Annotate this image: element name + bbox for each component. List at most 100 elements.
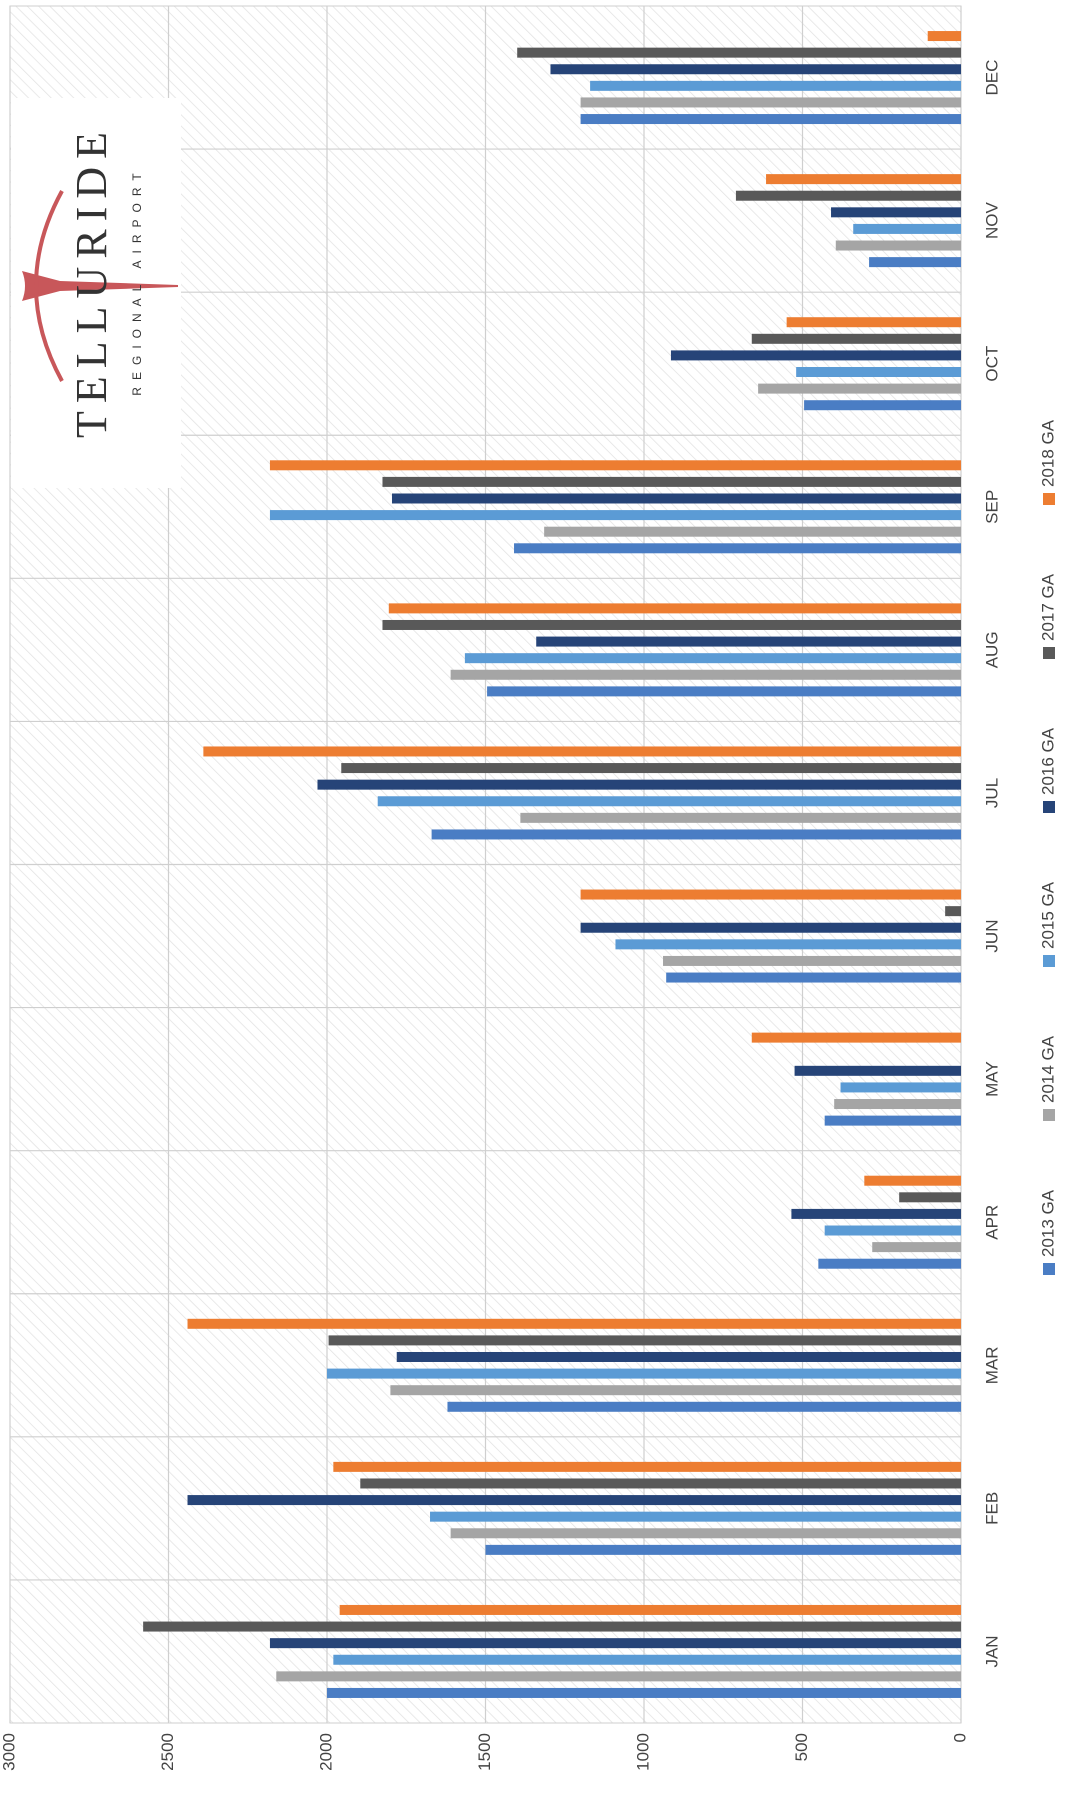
logo-box [11,98,181,488]
legend-swatch [1043,493,1055,505]
bar [203,746,961,757]
bar [520,812,961,823]
bar [517,47,961,58]
x-tick-label: NOV [982,202,1001,240]
bar [735,190,961,201]
legend-label: 2014 GA [1038,1035,1057,1103]
x-tick-label: SEP [982,490,1001,524]
x-tick-label: JUL [982,778,1001,808]
legend-label: 2016 GA [1038,727,1057,795]
bar [382,619,962,630]
bar [377,796,962,807]
bar [818,1258,961,1269]
bar [869,257,962,268]
logo: TELLURIDE REGIONAL AIRPORT [11,98,181,488]
bar [824,1115,961,1126]
bar [615,939,961,950]
bar [872,1242,961,1253]
bar [804,400,962,411]
legend-label: 2017 GA [1038,573,1057,641]
bar [766,174,961,185]
bar [590,80,961,91]
bar [485,1544,961,1555]
bar [391,493,961,504]
logo-arc [34,190,64,382]
bar [382,476,962,487]
y-tick-label: 0 [950,1733,969,1742]
bar [317,779,961,790]
bar [333,1461,961,1472]
legend-swatch [1043,1263,1055,1275]
rotated-chart: TELLURIDE REGIONAL AIRPORT 0 500 1000 1500 2… [0,5,1057,1771]
bar [834,1099,962,1110]
bar [580,889,961,900]
bar [580,97,961,108]
bar [187,1318,961,1329]
bar [514,543,962,554]
bar [450,669,961,680]
bar [663,955,962,966]
legend-label: 2018 GA [1038,419,1057,487]
bar [487,686,961,697]
bar [550,64,961,75]
bar [794,1065,962,1076]
x-tick-label: OCT [982,346,1001,382]
logo-tower [22,271,178,301]
bar [853,223,961,234]
bar [945,906,962,917]
x-tick-label: MAR [982,1346,1001,1384]
bar [835,240,961,251]
bar [899,1192,961,1203]
legend-label: 2013 GA [1038,1189,1057,1257]
bar [666,972,961,983]
bar [341,763,961,774]
bar [269,1638,961,1649]
legend-swatch [1043,647,1055,659]
bar [751,333,962,344]
y-tick-label: 1500 [475,1733,494,1771]
y-tick-label: 3000 [0,1733,18,1771]
bar [430,1511,961,1522]
bar [751,1032,962,1043]
y-tick-label: 1000 [633,1733,652,1771]
bar [864,1175,961,1186]
legend-swatch [1043,1109,1055,1121]
x-tick-label: APR [982,1205,1001,1240]
bar [339,1604,961,1615]
bar [431,829,961,840]
bar [269,460,961,471]
x-tick-label: MAY [982,1061,1001,1097]
bar [328,1335,961,1346]
bar [791,1208,962,1219]
bar [269,510,961,521]
bar [758,383,961,394]
bar [390,1385,961,1396]
legend-swatch [1043,955,1055,967]
bar [327,1368,961,1379]
bar [831,207,962,218]
bar [360,1478,962,1489]
x-tick-label: FEB [982,1492,1001,1525]
bar [824,1225,961,1236]
bar [327,1687,961,1698]
bar [786,317,962,328]
bar [536,636,961,647]
bar [447,1401,961,1412]
bar [333,1654,961,1665]
x-tick-label: DEC [982,60,1001,96]
y-tick-label: 500 [792,1733,811,1761]
x-tick-label: JAN [982,1635,1001,1667]
bar [396,1351,961,1362]
logo-title: TELLURIDE [67,124,116,438]
bar [580,922,961,933]
bar [464,653,961,664]
y-tick-label: 2000 [316,1733,335,1771]
bar [544,526,962,537]
bar [143,1621,961,1632]
y-tick-label: 2500 [158,1733,177,1771]
bar [796,367,961,378]
bar [276,1671,961,1682]
x-tick-label: AUG [982,631,1001,668]
